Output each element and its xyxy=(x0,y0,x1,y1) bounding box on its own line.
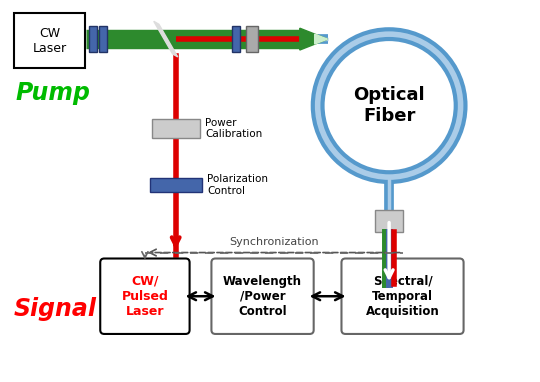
Polygon shape xyxy=(154,21,178,57)
Text: Synchronization: Synchronization xyxy=(229,236,319,247)
FancyBboxPatch shape xyxy=(14,13,85,68)
Text: Spectral/
Temporal
Acquisition: Spectral/ Temporal Acquisition xyxy=(366,275,440,318)
Bar xyxy=(246,26,258,52)
Text: Power
Calibration: Power Calibration xyxy=(206,118,263,139)
Text: CW
Laser: CW Laser xyxy=(32,27,66,55)
Text: Pump: Pump xyxy=(16,81,91,105)
Text: Wavelength
/Power
Control: Wavelength /Power Control xyxy=(223,275,302,318)
Polygon shape xyxy=(300,28,328,50)
FancyBboxPatch shape xyxy=(341,259,463,334)
Polygon shape xyxy=(315,34,328,44)
Text: Optical
Fiber: Optical Fiber xyxy=(353,86,425,125)
Text: Polarization
Control: Polarization Control xyxy=(207,174,268,196)
Text: CW/
Pulsed
Laser: CW/ Pulsed Laser xyxy=(122,275,168,318)
Bar xyxy=(232,26,240,52)
Bar xyxy=(375,210,403,232)
Bar xyxy=(99,26,107,52)
FancyBboxPatch shape xyxy=(100,259,190,334)
Bar xyxy=(152,118,199,138)
Bar xyxy=(89,26,97,52)
Bar xyxy=(150,178,201,192)
FancyBboxPatch shape xyxy=(212,259,314,334)
Text: Signal: Signal xyxy=(14,297,97,321)
